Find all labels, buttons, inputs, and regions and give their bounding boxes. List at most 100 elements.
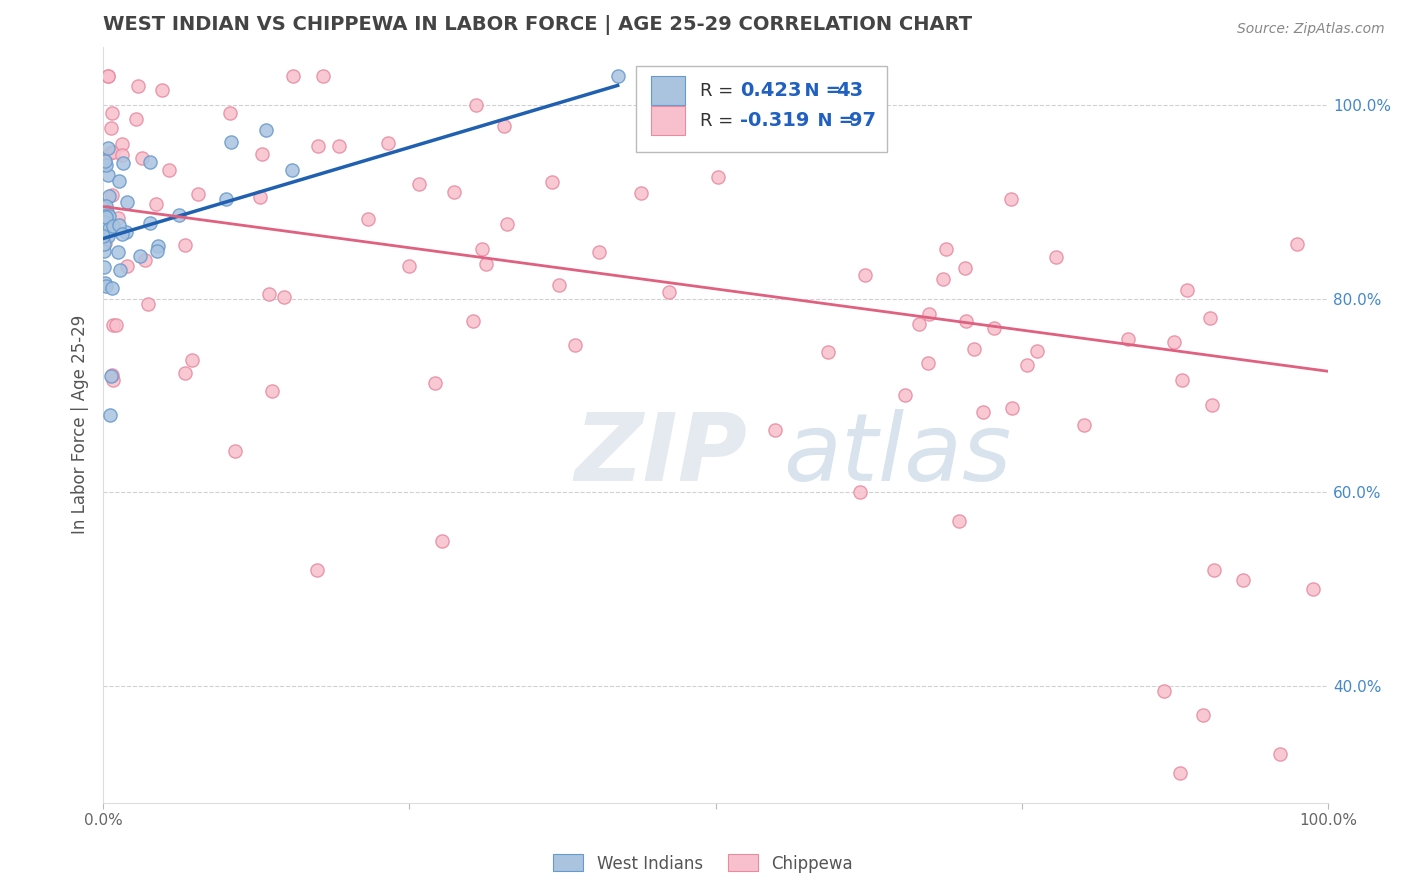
Point xyxy=(1000,193,1022,207)
Point xyxy=(96,279,118,293)
Text: 97: 97 xyxy=(849,112,876,130)
Point xyxy=(630,186,652,201)
Point xyxy=(1153,684,1175,698)
Point xyxy=(94,210,117,224)
Point xyxy=(98,188,121,202)
Point xyxy=(955,314,977,328)
Point xyxy=(98,408,121,422)
Point xyxy=(312,69,335,83)
Point xyxy=(93,260,115,274)
Text: N =: N = xyxy=(792,81,846,100)
Point xyxy=(101,373,124,387)
Point xyxy=(908,318,931,332)
Point xyxy=(972,405,994,419)
Point xyxy=(219,135,242,149)
Point xyxy=(93,215,115,229)
Point xyxy=(1163,334,1185,349)
Point xyxy=(357,212,380,227)
Point xyxy=(94,236,117,251)
Point xyxy=(187,187,209,202)
Point xyxy=(112,155,135,169)
Point xyxy=(96,224,118,238)
Point xyxy=(1168,766,1191,780)
Point xyxy=(408,177,430,191)
Point xyxy=(96,199,118,213)
Point xyxy=(94,209,117,223)
Point xyxy=(1268,747,1291,761)
Point xyxy=(425,376,447,390)
Point xyxy=(259,286,281,301)
Point xyxy=(94,153,117,168)
Point xyxy=(763,423,786,437)
Point xyxy=(250,147,273,161)
Point xyxy=(100,146,122,161)
Point xyxy=(1026,344,1049,359)
Point xyxy=(1232,573,1254,587)
Point xyxy=(461,314,484,328)
Text: WEST INDIAN VS CHIPPEWA IN LABOR FORCE | AGE 25-29 CORRELATION CHART: WEST INDIAN VS CHIPPEWA IN LABOR FORCE |… xyxy=(103,15,973,35)
Point xyxy=(101,106,124,120)
Point xyxy=(111,136,134,151)
Point xyxy=(548,278,571,293)
Point xyxy=(167,208,190,222)
Point xyxy=(564,338,586,352)
Point xyxy=(931,272,953,286)
Point xyxy=(100,281,122,295)
Point xyxy=(146,244,169,258)
Point xyxy=(281,162,304,177)
Point xyxy=(893,388,915,402)
Text: ZIP: ZIP xyxy=(575,409,748,500)
Bar xyxy=(651,76,685,105)
Point xyxy=(180,353,202,368)
Point xyxy=(101,318,124,333)
Point xyxy=(139,155,162,169)
Point xyxy=(97,222,120,236)
Point xyxy=(215,192,238,206)
Point xyxy=(110,263,132,277)
Point xyxy=(307,563,329,577)
Point xyxy=(540,175,562,189)
Point xyxy=(935,242,957,256)
Point xyxy=(108,218,131,232)
Point xyxy=(273,290,295,304)
Point xyxy=(224,444,246,458)
Point xyxy=(139,216,162,230)
Point xyxy=(104,318,127,332)
Point xyxy=(1285,237,1308,252)
Point xyxy=(103,219,125,234)
Point xyxy=(136,297,159,311)
Point xyxy=(93,236,115,251)
Point xyxy=(157,163,180,178)
Text: N =: N = xyxy=(806,112,860,129)
Point xyxy=(115,195,138,210)
Point xyxy=(108,174,131,188)
Text: atlas: atlas xyxy=(783,409,1011,500)
Point xyxy=(103,145,125,159)
Point xyxy=(1000,401,1022,415)
Text: Source: ZipAtlas.com: Source: ZipAtlas.com xyxy=(1237,22,1385,37)
Point xyxy=(1191,708,1213,723)
Point xyxy=(1201,397,1223,411)
Point xyxy=(1073,418,1095,433)
Point xyxy=(91,229,114,244)
Point xyxy=(125,112,148,126)
Point xyxy=(127,79,149,94)
Point xyxy=(283,70,305,84)
Point xyxy=(492,119,515,133)
Point xyxy=(849,485,872,500)
Point xyxy=(145,197,167,211)
Point xyxy=(100,369,122,384)
Point xyxy=(606,69,628,83)
Point xyxy=(97,228,120,243)
Point xyxy=(983,320,1005,334)
Point xyxy=(150,82,173,96)
Y-axis label: In Labor Force | Age 25-29: In Labor Force | Age 25-29 xyxy=(72,315,89,534)
Point xyxy=(94,277,117,291)
Point xyxy=(398,259,420,273)
Point xyxy=(174,237,197,252)
Bar xyxy=(651,106,685,135)
Point xyxy=(1116,332,1139,346)
Point xyxy=(1175,284,1198,298)
Point xyxy=(96,69,118,83)
Point xyxy=(93,199,115,213)
